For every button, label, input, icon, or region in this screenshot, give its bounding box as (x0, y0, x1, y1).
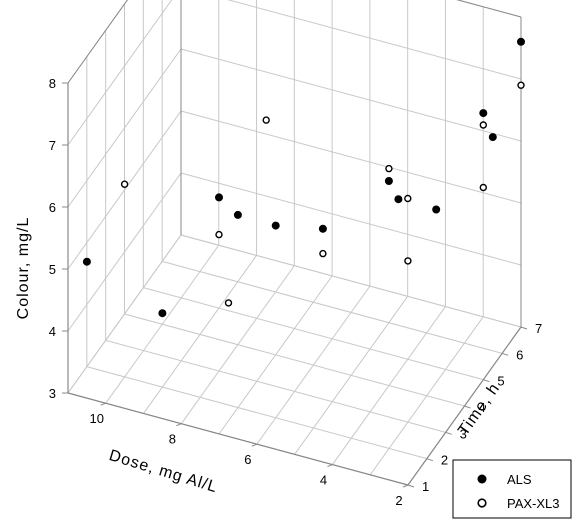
legend-box (452, 459, 572, 519)
data-point (271, 221, 280, 230)
gridline (456, 0, 522, 18)
data-point (432, 205, 441, 214)
gridline (124, 313, 465, 407)
gridline (180, 234, 522, 328)
y-tick-mark (445, 431, 452, 435)
data-point (224, 299, 233, 307)
x-tick-mark (402, 484, 409, 488)
z-tick-label: 3 (49, 386, 56, 401)
y-tick-label: 2 (441, 453, 448, 468)
gridline (105, 339, 446, 433)
z-tick-label: 6 (49, 200, 56, 215)
data-point (120, 180, 129, 188)
z-tick-label: 7 (49, 138, 56, 153)
data-point (517, 37, 526, 46)
data-point (479, 109, 488, 118)
frame-edge (67, 0, 128, 84)
grid-layer (67, 0, 522, 486)
data-point (215, 230, 223, 239)
data-point (82, 257, 91, 266)
data-point (479, 183, 487, 192)
x-tick-mark (327, 464, 333, 468)
x-tick-label: 2 (395, 493, 402, 508)
data-point (318, 224, 327, 233)
x-axis-line (67, 392, 409, 486)
y-tick-label: 4 (479, 400, 486, 415)
data-point (479, 121, 487, 129)
z-tick-label: 5 (49, 262, 56, 277)
data-point (233, 210, 242, 219)
z-tick-label: 8 (49, 76, 56, 91)
gridline (67, 0, 173, 146)
data-point (262, 116, 270, 124)
legend-label-pax: PAX-XL3 (507, 496, 560, 511)
x-tick-label: 8 (169, 432, 176, 447)
data-point (384, 176, 393, 185)
y-tick-label: 3 (460, 426, 467, 441)
x-tick-label: 6 (244, 452, 251, 467)
gridline (180, 172, 522, 266)
data-point (319, 249, 327, 258)
gridline (180, 110, 522, 204)
z-axis-label: Colour, mg/L (15, 217, 32, 320)
data-point (214, 193, 223, 202)
y-tick-label: 5 (497, 374, 504, 389)
data-point (385, 164, 393, 173)
data-point (404, 194, 412, 203)
data-points (82, 37, 526, 318)
data-point (158, 309, 167, 318)
y-tick-label: 1 (422, 479, 429, 494)
legend-marker-als (477, 474, 487, 484)
gridline (67, 172, 182, 332)
y-tick-mark (483, 379, 490, 383)
y-tick-mark (407, 484, 415, 488)
frame-edge (456, 0, 522, 18)
gridline (67, 110, 182, 270)
gridline (67, 234, 182, 394)
x-tick-label: 4 (320, 473, 327, 488)
y-tick-label: 6 (516, 347, 523, 362)
legend: ALS PAX-XL3 (452, 459, 572, 519)
gridline (67, 48, 182, 208)
data-point (517, 81, 525, 89)
series-als (82, 37, 526, 318)
x-tick-mark (176, 423, 182, 427)
gridline (162, 260, 503, 354)
legend-label-als: ALS (507, 472, 532, 487)
y-tick-mark (464, 405, 471, 409)
y-tick-mark (502, 352, 509, 356)
data-point (404, 257, 412, 265)
y-tick-mark (426, 458, 433, 462)
gridline (86, 366, 427, 460)
x-tick-mark (251, 443, 258, 447)
data-point (488, 133, 497, 142)
x-tick-mark (100, 402, 106, 406)
x-axis-label: Dose, mg Al/L (107, 447, 220, 496)
y-tick-label: 7 (535, 321, 542, 336)
data-point (394, 195, 403, 204)
gridline (227, 0, 522, 80)
legend-marker-pax (477, 498, 487, 508)
z-tick-label: 4 (49, 324, 56, 339)
gridline (180, 48, 522, 142)
gridline (143, 287, 484, 381)
series-pax-xl3 (120, 81, 525, 307)
y-tick-mark (520, 326, 528, 330)
x-tick-label: 10 (90, 411, 104, 426)
